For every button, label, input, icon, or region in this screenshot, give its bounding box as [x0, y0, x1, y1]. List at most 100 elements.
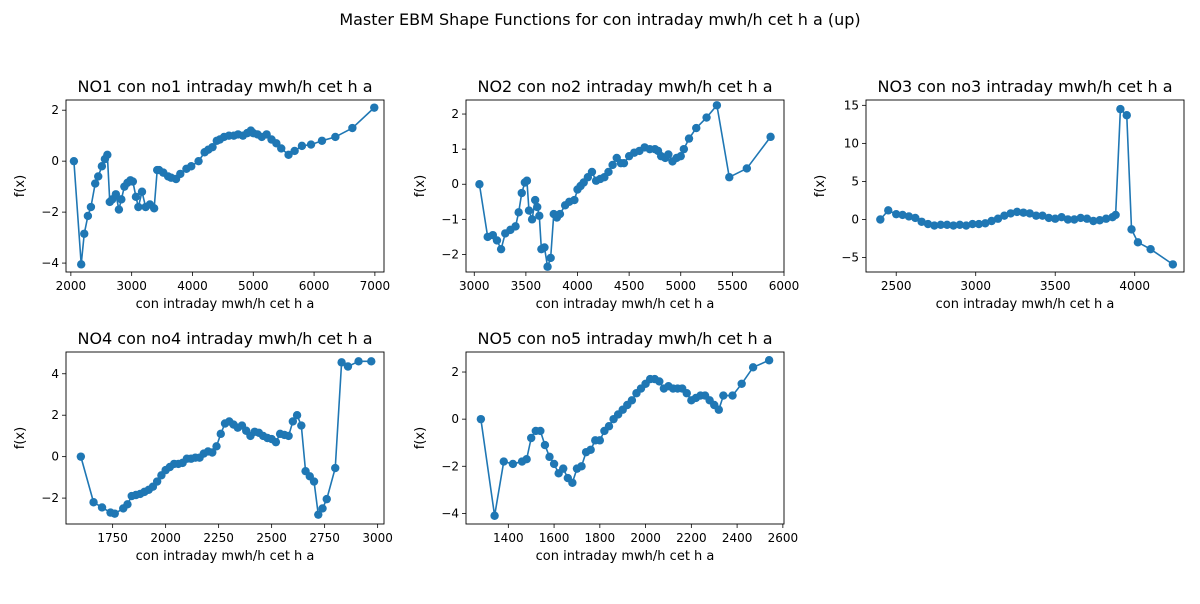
data-point [131, 192, 141, 202]
data-point [737, 379, 746, 389]
data-point [714, 405, 723, 414]
axes-frame [865, 99, 1185, 273]
x-tick-label: 6000 [769, 279, 800, 293]
x-tick-label: 3000 [116, 279, 147, 293]
data-point [284, 431, 293, 441]
data-point [1044, 213, 1054, 223]
y-axis-label: f(x) [13, 175, 28, 197]
data-point [981, 219, 990, 228]
data-point [904, 212, 914, 221]
data-point [1031, 211, 1041, 220]
x-tick-label: 3500 [1040, 279, 1071, 293]
data-point [76, 452, 86, 461]
y-tick-label: 4 [51, 367, 59, 381]
data-point [490, 511, 499, 520]
data-point [719, 391, 728, 400]
data-point [1111, 210, 1120, 220]
data-point [194, 156, 203, 166]
data-point [949, 221, 958, 230]
data-point [524, 206, 534, 215]
data-point [476, 414, 486, 424]
data-point [1012, 207, 1022, 217]
data-point [692, 123, 701, 133]
data-point [475, 180, 484, 189]
y-axis-label: f(x) [413, 175, 428, 197]
data-point [876, 215, 885, 224]
data-point [527, 433, 536, 443]
data-point [187, 162, 196, 171]
x-tick-label: 2500 [256, 531, 287, 545]
data-point [522, 176, 532, 185]
x-tick-label: 3500 [511, 279, 542, 293]
x-tick-label: 4000 [177, 279, 208, 293]
x-tick-label: 6000 [299, 279, 330, 293]
data-point [1089, 216, 1098, 226]
data-point [317, 136, 327, 145]
data-point [97, 503, 107, 512]
x-tick-label: 2500 [881, 279, 912, 293]
data-point [110, 509, 119, 518]
data-point [577, 462, 586, 471]
data-point [1051, 214, 1060, 223]
data-point [208, 142, 217, 152]
data-point [748, 363, 758, 372]
data-point [1095, 216, 1104, 225]
data-point [1006, 209, 1015, 218]
x-tick-label: 3000 [459, 279, 490, 293]
data-point [271, 437, 281, 447]
y-tick-label: −2 [41, 491, 59, 505]
data-point [942, 220, 952, 230]
data-point [348, 123, 357, 133]
y-tick-label: 2 [451, 107, 459, 121]
data-point [499, 457, 508, 466]
axes-frame [65, 351, 385, 525]
x-axis-label: con intraday mwh/h cet h a [536, 549, 715, 564]
data-point [587, 167, 597, 177]
x-axis-label: con intraday mwh/h cet h a [136, 549, 315, 564]
data-point [545, 452, 554, 462]
data-point [492, 236, 502, 245]
subplot-title: NO1 con no1 intraday mwh/h cet h a [77, 77, 372, 96]
x-tick-label: 7000 [360, 279, 391, 293]
data-point [1146, 244, 1155, 254]
x-tick-label: 2000 [630, 531, 661, 545]
x-tick-label: 2250 [203, 531, 234, 545]
y-tick-label: 2 [451, 365, 459, 379]
data-point [354, 357, 363, 366]
y-tick-label: 0 [51, 154, 59, 168]
data-point [527, 215, 537, 224]
subplot-title: NO3 con no3 intraday mwh/h cet h a [877, 77, 1172, 96]
x-tick-label: 4500 [614, 279, 645, 293]
data-point [1082, 214, 1092, 223]
data-point [152, 477, 162, 486]
data-point [288, 417, 298, 426]
x-tick-label: 4000 [1119, 279, 1150, 293]
data-point [149, 204, 159, 213]
y-tick-label: 0 [51, 450, 59, 464]
data-point [496, 244, 506, 254]
data-point [318, 504, 327, 513]
data-point [343, 362, 353, 371]
data-point [367, 357, 376, 366]
data-point [555, 209, 565, 219]
x-tick-label: 2000 [150, 531, 181, 545]
data-point [1116, 104, 1125, 114]
data-point [290, 146, 299, 156]
x-tick-label: 2200 [676, 531, 707, 545]
data-point [530, 195, 540, 205]
data-point [1101, 214, 1111, 223]
data-point [898, 210, 907, 220]
data-point [277, 144, 286, 153]
data-point [83, 211, 93, 221]
y-tick-label: −2 [41, 205, 59, 219]
data-point [936, 220, 945, 230]
data-point [974, 219, 984, 229]
data-point [540, 243, 549, 252]
data-point [766, 132, 775, 142]
data-point [80, 229, 89, 238]
data-point [1038, 211, 1047, 220]
data-point [337, 358, 346, 367]
y-tick-label: 10 [844, 136, 859, 150]
y-tick-label: −4 [441, 506, 459, 520]
